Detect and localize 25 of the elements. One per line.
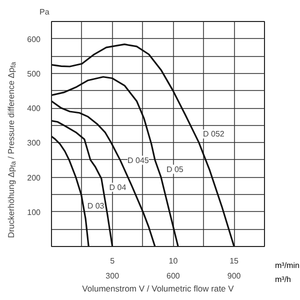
y-tick-label: 100: [27, 208, 42, 217]
line-series: [52, 120, 114, 246]
x-tick-label: 5: [110, 256, 116, 266]
y-tick-label: 400: [27, 104, 42, 114]
y-tick-label: 500: [27, 69, 42, 78]
x-tick-label: 10: [168, 256, 178, 266]
x-axis-title: Volumenstrom V / Volumetric flow rate V: [82, 284, 234, 294]
line-series: [52, 44, 235, 246]
annotation: D 03: [87, 202, 105, 210]
x2-tick-label: 900: [227, 272, 242, 280]
y-tick-label: 200: [27, 173, 42, 182]
text: m³/h: [275, 275, 291, 284]
text: Pa: [40, 8, 50, 16]
y-tick-label: 600: [27, 34, 42, 44]
annotation: D 045: [128, 156, 150, 165]
line-series: [52, 100, 156, 246]
x2-tick-label: 600: [166, 272, 180, 280]
annotation: D 052: [202, 130, 225, 138]
annotation: D 04: [109, 182, 127, 192]
line-series: [52, 136, 90, 246]
x2-tick-label: 300: [106, 272, 120, 280]
text: m³/min: [275, 261, 300, 270]
annotation: D 05: [166, 164, 184, 174]
y-tick-label: 300: [27, 138, 42, 148]
x-tick-label: 15: [230, 256, 240, 266]
